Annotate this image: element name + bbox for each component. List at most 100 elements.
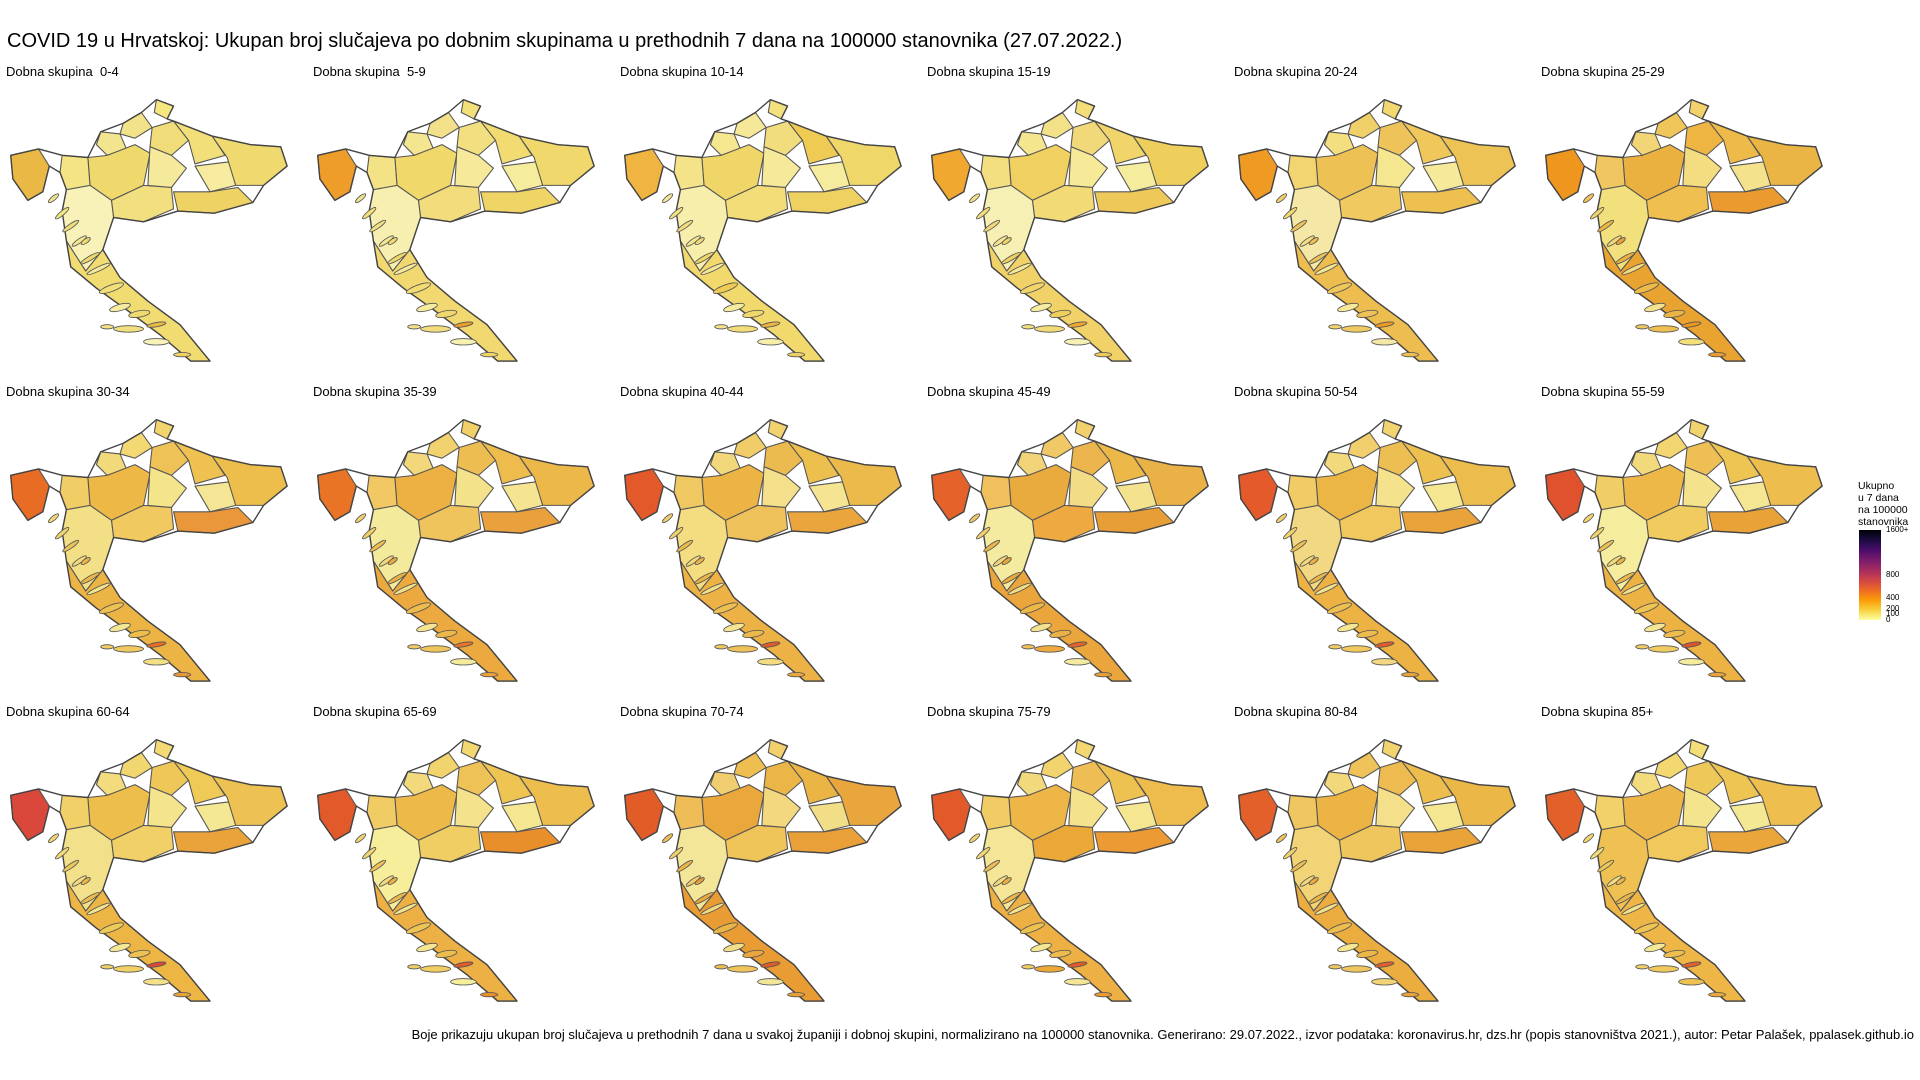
country-outline xyxy=(317,418,595,682)
island xyxy=(1308,557,1319,566)
panel-label: Dobna skupina 60-64 xyxy=(6,704,130,719)
region-istria xyxy=(931,788,971,841)
island xyxy=(109,302,131,313)
island xyxy=(387,237,398,246)
island xyxy=(1633,282,1659,294)
island xyxy=(992,235,1008,247)
island xyxy=(1001,877,1012,886)
region-slavonski-brod xyxy=(1401,506,1482,534)
region-koprivnica xyxy=(1684,760,1725,796)
island xyxy=(1583,193,1595,204)
island xyxy=(1635,964,1649,970)
island xyxy=(1374,961,1395,968)
island xyxy=(80,237,91,246)
island xyxy=(1328,644,1342,650)
island xyxy=(407,644,421,650)
legend-color-bar xyxy=(1859,530,1881,620)
island xyxy=(1290,219,1308,233)
island xyxy=(143,978,170,986)
island xyxy=(55,847,70,860)
region-istria xyxy=(1238,148,1278,201)
island xyxy=(98,922,124,934)
island xyxy=(420,645,451,653)
panel-label: Dobna skupina 0-4 xyxy=(6,64,119,79)
island xyxy=(1001,892,1021,905)
island xyxy=(1621,262,1646,276)
island xyxy=(1001,237,1012,246)
region-slavonski-brod xyxy=(480,826,561,854)
island xyxy=(173,352,192,358)
island xyxy=(378,555,394,567)
island xyxy=(1049,629,1072,639)
island xyxy=(983,539,1001,553)
island xyxy=(694,237,705,246)
island xyxy=(80,557,91,566)
island xyxy=(969,513,981,524)
country-outline xyxy=(931,738,1209,1002)
country-outline xyxy=(317,738,595,1002)
region-koprivnica xyxy=(1070,760,1111,796)
region-koprivnica xyxy=(1377,760,1418,796)
island xyxy=(407,964,421,970)
island xyxy=(992,555,1008,567)
island xyxy=(1356,629,1379,639)
island xyxy=(1644,942,1666,953)
island xyxy=(1341,965,1372,973)
island xyxy=(146,321,167,328)
island xyxy=(712,282,738,294)
region-istria xyxy=(1238,468,1278,521)
island xyxy=(1283,527,1298,540)
panel-label: Dobna skupina 35-39 xyxy=(313,384,437,399)
region-bjelovar xyxy=(1375,786,1415,829)
island xyxy=(1633,922,1659,934)
island xyxy=(1021,964,1035,970)
panel-label: Dobna skupina 85+ xyxy=(1541,704,1654,719)
island xyxy=(146,961,167,968)
region-bjelovar xyxy=(1068,786,1108,829)
panel-label: Dobna skupina 10-14 xyxy=(620,64,744,79)
region-slavonski-brod xyxy=(1094,826,1175,854)
island xyxy=(480,992,499,998)
croatia-choropleth-map xyxy=(624,98,902,362)
island xyxy=(1299,555,1315,567)
region-bjelovar xyxy=(761,786,801,829)
region-koprivnica xyxy=(456,440,497,476)
country-outline xyxy=(624,98,902,362)
island xyxy=(1621,902,1646,916)
legend-tick-label: 0 xyxy=(1886,615,1891,624)
island xyxy=(662,833,674,844)
legend-title: Ukupno u 7 dana na 100000 stanovnika xyxy=(1858,480,1918,528)
region-koprivnica xyxy=(1070,120,1111,156)
map-panel: Dobna skupina 50-54 xyxy=(1228,382,1535,702)
island xyxy=(787,992,806,998)
country-outline xyxy=(317,98,595,362)
island xyxy=(71,555,87,567)
region-koprivnica xyxy=(456,120,497,156)
region-istria xyxy=(317,788,357,841)
region-koprivnica xyxy=(1377,120,1418,156)
region-slavonski-brod xyxy=(173,186,254,214)
island xyxy=(760,961,781,968)
island xyxy=(757,338,784,346)
region-istria xyxy=(624,788,664,841)
island xyxy=(355,833,367,844)
country-outline xyxy=(624,418,902,682)
island xyxy=(146,641,167,648)
panel-label: Dobna skupina 50-54 xyxy=(1234,384,1358,399)
region-slavonski-brod xyxy=(1708,826,1789,854)
island xyxy=(969,193,981,204)
island xyxy=(1371,338,1398,346)
island xyxy=(393,582,418,596)
island xyxy=(1371,978,1398,986)
island xyxy=(1606,555,1622,567)
island xyxy=(1328,964,1342,970)
croatia-choropleth-map xyxy=(10,98,288,362)
island xyxy=(113,325,144,333)
island xyxy=(407,324,421,330)
island xyxy=(1064,978,1091,986)
island xyxy=(86,902,111,916)
region-bjelovar xyxy=(147,466,187,509)
island xyxy=(760,321,781,328)
island xyxy=(355,193,367,204)
map-panel: Dobna skupina 85+ xyxy=(1535,702,1842,1022)
